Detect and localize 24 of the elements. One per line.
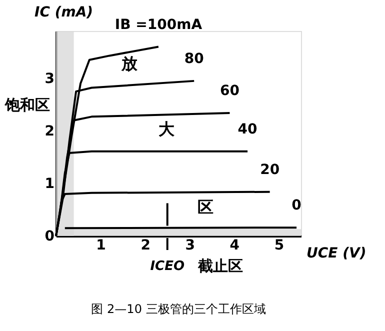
series-label: 60	[220, 83, 240, 99]
x-tick-label: 4	[230, 238, 240, 254]
series-label: 0	[292, 198, 302, 214]
x-tick-label: 1	[96, 238, 106, 254]
annotation: 大	[158, 119, 176, 138]
text: 图 2—10 三极管的三个工作区域	[91, 302, 266, 316]
x-tick-label: 2	[140, 238, 150, 254]
y-tick-label: 2	[44, 123, 54, 140]
series-label: 20	[260, 162, 280, 178]
y-tick-label: 0	[44, 228, 55, 244]
y-tick-label: 1	[44, 176, 54, 192]
series-label: 40	[238, 121, 258, 138]
x-tick-label: 5	[274, 238, 284, 254]
annotation: 区	[197, 197, 214, 216]
series-label: IB =100mA	[114, 16, 202, 33]
series-label: 80	[184, 50, 204, 67]
x-axis-title: UCE (V)	[306, 246, 366, 262]
annotation: 放	[120, 54, 138, 73]
band-label: 饱和区	[4, 96, 50, 114]
y-axis-title: IC (mA)	[34, 4, 94, 20]
y-tick-label: 3	[44, 70, 54, 87]
ref-line-label: ICEO	[150, 259, 185, 274]
band-label: 截止区	[197, 257, 244, 275]
x-tick-label: 3	[185, 238, 196, 254]
